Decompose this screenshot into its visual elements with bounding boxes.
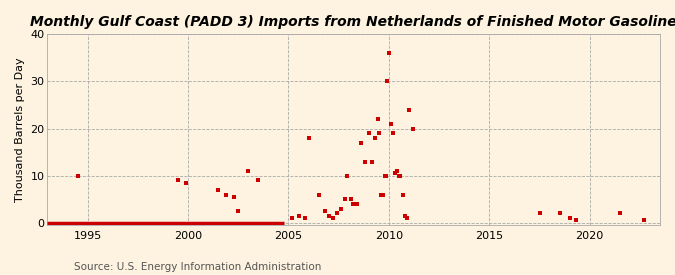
Point	[570, 218, 581, 223]
Point	[346, 197, 356, 202]
Point	[221, 192, 232, 197]
Point	[639, 218, 649, 223]
Point	[404, 108, 414, 112]
Point	[385, 122, 396, 126]
Point	[181, 181, 192, 185]
Y-axis label: Thousand Barrels per Day: Thousand Barrels per Day	[15, 57, 25, 202]
Point	[377, 192, 388, 197]
Point	[564, 216, 575, 220]
Point	[355, 141, 366, 145]
Point	[389, 171, 400, 175]
Point	[352, 202, 362, 206]
Point	[381, 79, 392, 84]
Point	[340, 197, 350, 202]
Point	[359, 160, 370, 164]
Point	[319, 209, 330, 213]
Title: Monthly Gulf Coast (PADD 3) Imports from Netherlands of Finished Motor Gasoline: Monthly Gulf Coast (PADD 3) Imports from…	[30, 15, 675, 29]
Point	[293, 214, 304, 218]
Point	[394, 174, 404, 178]
Point	[323, 214, 334, 218]
Point	[173, 178, 184, 183]
Point	[313, 192, 324, 197]
Point	[253, 178, 264, 183]
Point	[243, 169, 254, 173]
Point	[373, 117, 383, 121]
Point	[534, 211, 545, 216]
Point	[287, 216, 298, 220]
Point	[614, 211, 625, 216]
Point	[348, 202, 358, 206]
Point	[331, 211, 342, 216]
Point	[213, 188, 223, 192]
Point	[375, 192, 386, 197]
Point	[229, 195, 240, 199]
Point	[394, 174, 405, 178]
Text: Source: U.S. Energy Information Administration: Source: U.S. Energy Information Administ…	[74, 262, 321, 272]
Point	[554, 211, 565, 216]
Point	[402, 216, 412, 220]
Point	[373, 131, 384, 136]
Point	[367, 160, 377, 164]
Point	[303, 136, 314, 140]
Point	[342, 174, 352, 178]
Point	[400, 214, 410, 218]
Point	[392, 169, 402, 173]
Point	[233, 209, 244, 213]
Point	[369, 136, 380, 140]
Point	[72, 174, 83, 178]
Point	[363, 131, 374, 136]
Point	[381, 174, 392, 178]
Point	[327, 216, 338, 220]
Point	[379, 174, 390, 178]
Point	[299, 216, 310, 220]
Point	[383, 51, 394, 55]
Point	[408, 126, 418, 131]
Point	[387, 131, 398, 136]
Point	[398, 192, 408, 197]
Point	[335, 207, 346, 211]
